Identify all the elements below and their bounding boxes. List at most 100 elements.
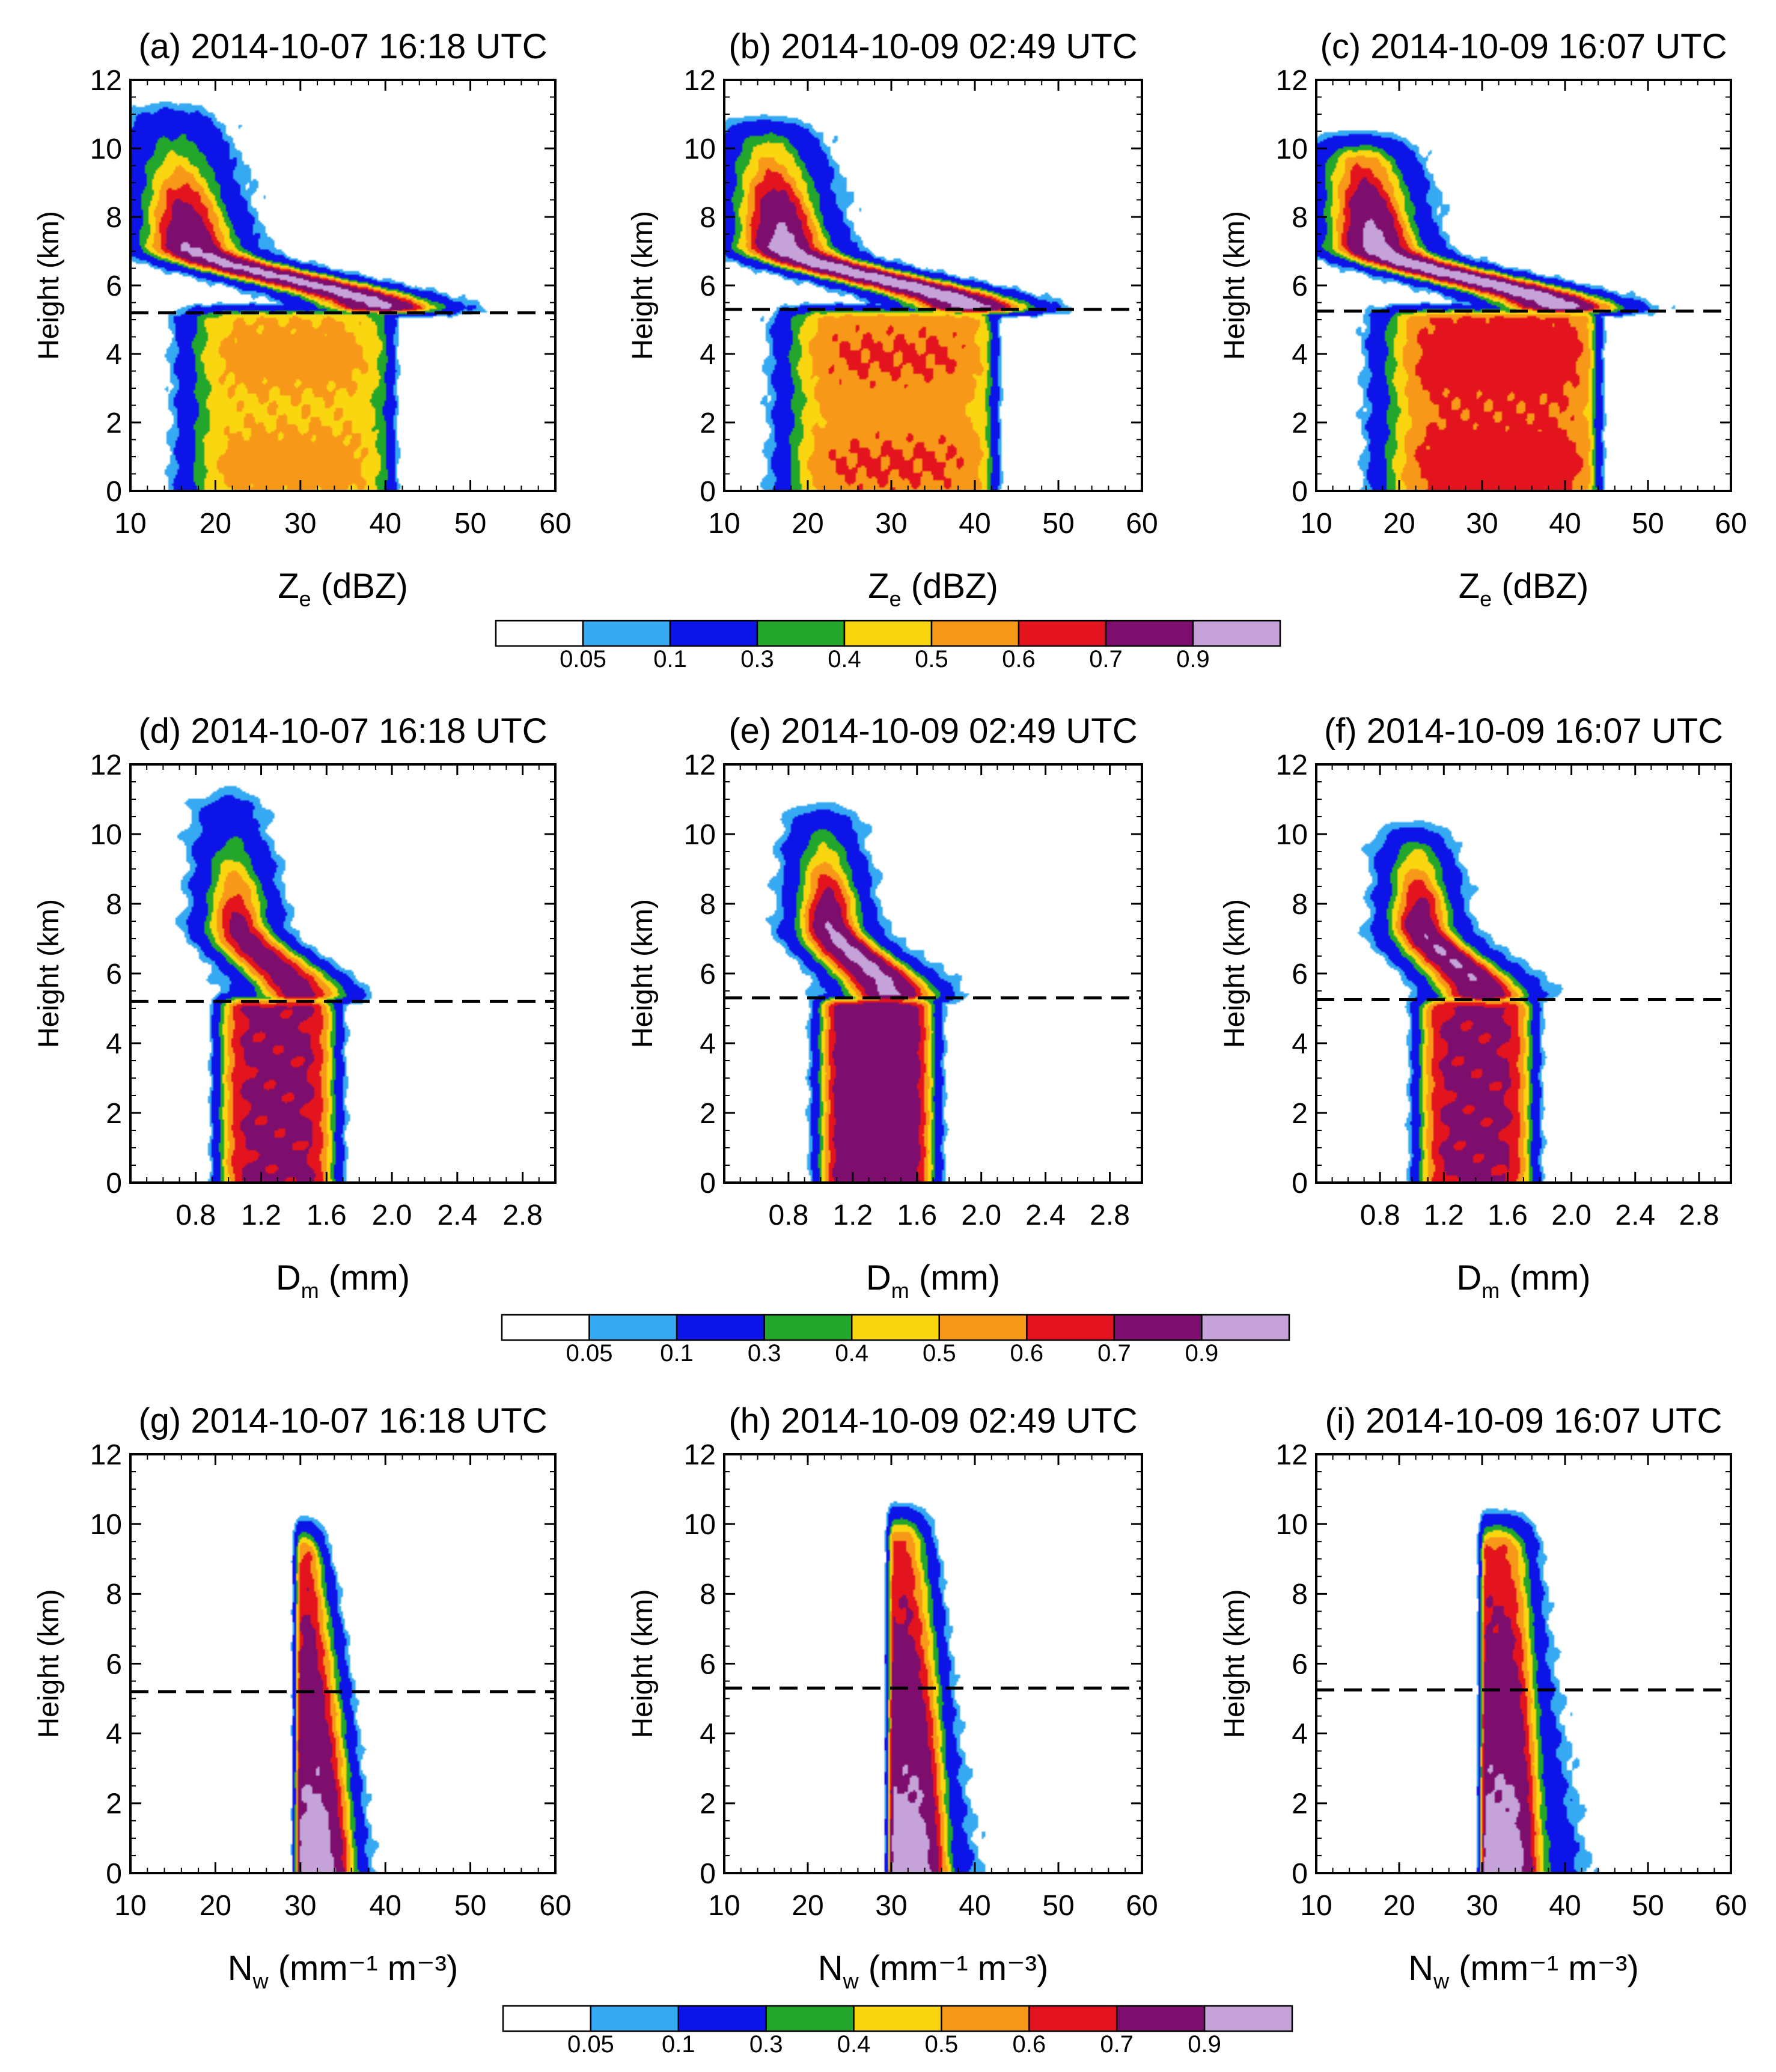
x-tick-label: 2.4 [1615,1199,1655,1231]
x-tick-label: 0.8 [175,1199,216,1231]
x-tick-label: 20 [1383,508,1415,540]
colorbar-label: 0.5 [923,1340,956,1367]
x-tick-label: 50 [454,1890,486,1922]
colorbar-1: 0.05 0.1 0.3 0.4 0.5 0.6 0.7 0.9 [495,620,1281,672]
x-tick-label: 50 [1042,1890,1074,1922]
colorbar-label: 0.9 [1176,646,1210,672]
x-tick-label: 50 [1632,1890,1664,1922]
x-tick-label: 2.8 [502,1199,543,1231]
x-tick-label: 30 [875,1890,907,1922]
y-tick-label: 12 [90,65,122,97]
colorbar-label: 0.1 [653,646,687,672]
colorbar-box [853,2005,942,2032]
colorbar-3: 0.05 0.1 0.3 0.4 0.5 0.6 0.7 0.9 [502,2005,1293,2058]
y-tick-label: 8 [700,1579,716,1610]
colorbar-label: 0.05 [567,2031,614,2058]
colorbar-box [588,1314,678,1341]
colorbar-label: 0.6 [1002,646,1036,672]
colorbar-box [1105,620,1194,647]
y-tick-label: 10 [684,819,716,851]
y-tick-label: 4 [1292,339,1308,371]
y-tick-label: 0 [1292,476,1308,508]
y-tick-label: 10 [90,1509,122,1541]
y-tick-label: 2 [700,407,716,439]
x-tick-label: 40 [1549,1890,1581,1922]
x-axis-label: Dm (mm) [866,1258,1000,1303]
contour-field [724,1454,1142,1873]
x-tick-label: 2.4 [437,1199,477,1231]
x-tick-label: 60 [1126,1890,1158,1922]
colorbar-label: 0.9 [1188,2031,1221,2058]
y-tick-label: 12 [684,65,716,97]
y-tick-label: 2 [700,1098,716,1130]
y-axis-label: Height (km) [627,1589,659,1738]
x-tick-label: 50 [1042,508,1074,540]
y-tick-label: 12 [684,1439,716,1471]
y-tick-label: 2 [106,1098,122,1130]
x-tick-label: 10 [114,508,146,540]
x-axis-label: Ze (dBZ) [278,567,408,611]
y-tick-label: 10 [90,133,122,165]
colorbar-box [763,1314,853,1341]
y-tick-label: 8 [1292,1579,1308,1610]
y-axis-label: Height (km) [1219,211,1251,360]
x-tick-label: 2.0 [372,1199,412,1231]
x-tick-label: 10 [1300,1890,1332,1922]
panel-d: 0 2 4 6 8 10 12 0.8 1.2 1.6 2.0 2.4 2.8 (d) 2014-10-0… [33,711,557,1303]
y-tick-label: 12 [90,749,122,781]
x-axis-label: Nw (mm⁻¹ m⁻³) [228,1949,459,1993]
contour-field [130,80,555,491]
y-tick-label: 4 [1292,1028,1308,1060]
colorbar-label: 0.6 [1010,1340,1044,1367]
colorbar-label: 0.4 [837,2031,871,2058]
y-tick-label: 4 [106,1028,122,1060]
y-tick-label: 10 [684,133,716,165]
y-tick-label: 6 [1292,958,1308,990]
colorbar-box [669,620,758,647]
colorbar-box [1192,620,1281,647]
colorbar-box [843,620,933,647]
x-tick-label: 60 [1715,508,1747,540]
y-tick-label: 4 [106,1718,122,1750]
colorbar-label: 0.05 [560,646,606,672]
colorbar-label: 0.7 [1097,1340,1131,1367]
y-axis-label: Height (km) [627,899,659,1048]
x-tick-label: 20 [1383,1890,1415,1922]
y-tick-label: 12 [684,749,716,781]
x-tick-label: 40 [1549,508,1581,540]
colorbar-box [677,2005,767,2032]
x-axis-label: Dm (mm) [1456,1258,1590,1303]
y-axis-label: Height (km) [33,899,65,1048]
y-tick-label: 12 [1276,749,1308,781]
y-tick-label: 4 [700,1718,716,1750]
x-tick-label: 40 [370,508,401,540]
y-tick-label: 8 [1292,202,1308,234]
x-tick-label: 30 [284,1890,316,1922]
y-tick-label: 4 [700,339,716,371]
colorbar-box [501,1314,590,1341]
colorbar-label: 0.1 [660,1340,694,1367]
x-tick-label: 2.0 [961,1199,1001,1231]
y-tick-label: 12 [1276,65,1308,97]
x-axis-label: Ze (dBZ) [868,567,998,611]
y-axis-label: Height (km) [33,1589,65,1738]
y-tick-label: 2 [1292,1098,1308,1130]
panel-b: 0 2 4 6 8 10 12 10 20 30 40 50 60 (b) 2014-10-09 02:4… [627,27,1158,611]
colorbar-label: 0.1 [662,2031,695,2058]
colorbar-box [495,620,584,647]
x-tick-label: 60 [1126,508,1158,540]
x-tick-label: 0.8 [769,1199,809,1231]
x-tick-label: 50 [454,508,486,540]
y-tick-label: 10 [1276,133,1308,165]
x-tick-label: 40 [370,1890,401,1922]
colorbar-label: 0.3 [740,646,774,672]
x-tick-label: 40 [959,1890,990,1922]
y-tick-label: 6 [1292,1648,1308,1680]
y-tick-label: 10 [1276,1509,1308,1541]
y-tick-label: 0 [106,1858,122,1890]
colorbar-label: 0.3 [749,2031,783,2058]
contour-field [1316,764,1731,1183]
colorbar-label: 0.3 [748,1340,781,1367]
contour-field [130,1454,555,1873]
